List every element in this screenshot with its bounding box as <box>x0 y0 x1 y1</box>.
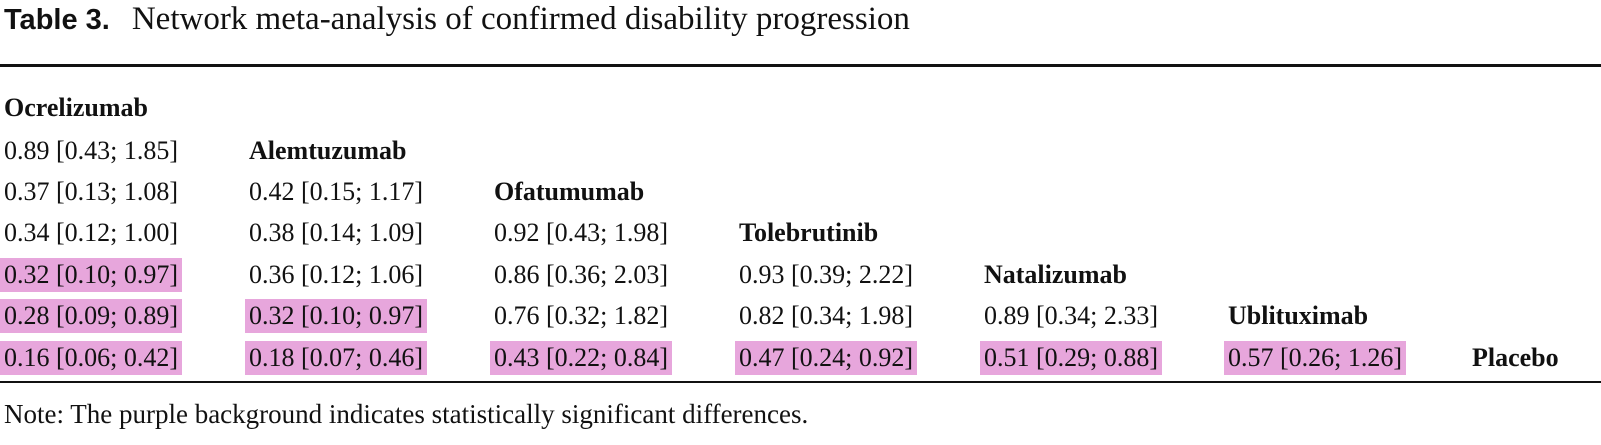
table-cell: 0.37 [0.13; 1.08] <box>4 177 179 206</box>
table-note: Note: The purple background indicates st… <box>4 399 809 429</box>
table-cell-significant: 0.51 [0.29; 0.88] <box>980 341 1163 375</box>
table-cell-significant: 0.57 [0.26; 1.26] <box>1224 341 1407 375</box>
table-cell-significant: 0.16 [0.06; 0.42] <box>0 341 183 375</box>
table-cell: 0.86 [0.36; 2.03] <box>494 260 669 289</box>
treatment-label: Ocrelizumab <box>4 93 148 122</box>
table-cell-significant: 0.28 [0.09; 0.89] <box>0 299 183 333</box>
top-rule <box>0 64 1601 67</box>
table-cell: 0.76 [0.32; 1.82] <box>494 301 669 330</box>
treatment-label: Alemtuzumab <box>249 136 407 165</box>
table-cell-significant: 0.18 [0.07; 0.46] <box>245 341 428 375</box>
table-cell: 0.36 [0.12; 1.06] <box>249 260 424 289</box>
table-cell-significant: 0.47 [0.24; 0.92] <box>735 341 918 375</box>
treatment-label: Natalizumab <box>984 260 1127 289</box>
table-cell: 0.89 [0.43; 1.85] <box>4 136 179 165</box>
table-cell: 0.34 [0.12; 1.00] <box>4 218 179 247</box>
treatment-label: Ublituximab <box>1228 301 1369 330</box>
table-cell: 0.92 [0.43; 1.98] <box>494 218 669 247</box>
treatment-label: Placebo <box>1472 343 1559 372</box>
bottom-rule <box>0 381 1601 383</box>
table-label: Table 3. <box>4 4 110 36</box>
table-cell-significant: 0.32 [0.10; 0.97] <box>245 299 428 333</box>
table-cell: 0.38 [0.14; 1.09] <box>249 218 424 247</box>
table-cell-significant: 0.43 [0.22; 0.84] <box>490 341 673 375</box>
table-caption: Table 3. Network meta-analysis of confirm… <box>4 0 910 38</box>
treatment-label: Tolebrutinib <box>739 218 879 247</box>
table-cell: 0.42 [0.15; 1.17] <box>249 177 424 206</box>
table-title: Network meta-analysis of confirmed disab… <box>131 1 910 37</box>
treatment-label: Ofatumumab <box>494 177 645 206</box>
table-cell: 0.89 [0.34; 2.33] <box>984 301 1159 330</box>
table-cell-significant: 0.32 [0.10; 0.97] <box>0 258 183 292</box>
table-cell: 0.93 [0.39; 2.22] <box>739 260 914 289</box>
table-cell: 0.82 [0.34; 1.98] <box>739 301 914 330</box>
